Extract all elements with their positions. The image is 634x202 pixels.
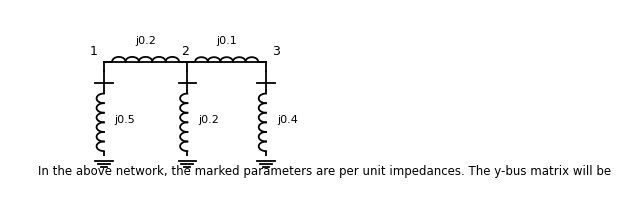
Text: j0.4: j0.4 xyxy=(277,115,297,125)
Text: 2: 2 xyxy=(181,45,189,58)
Text: 1: 1 xyxy=(90,45,98,58)
Text: j0.2: j0.2 xyxy=(135,36,156,46)
Text: j0.5: j0.5 xyxy=(115,115,136,125)
Text: j0.1: j0.1 xyxy=(216,36,237,46)
Text: In the above network, the marked parameters are per unit impedances. The y-bus m: In the above network, the marked paramet… xyxy=(39,165,611,178)
Text: j0.2: j0.2 xyxy=(198,115,219,125)
Text: 3: 3 xyxy=(272,45,280,58)
